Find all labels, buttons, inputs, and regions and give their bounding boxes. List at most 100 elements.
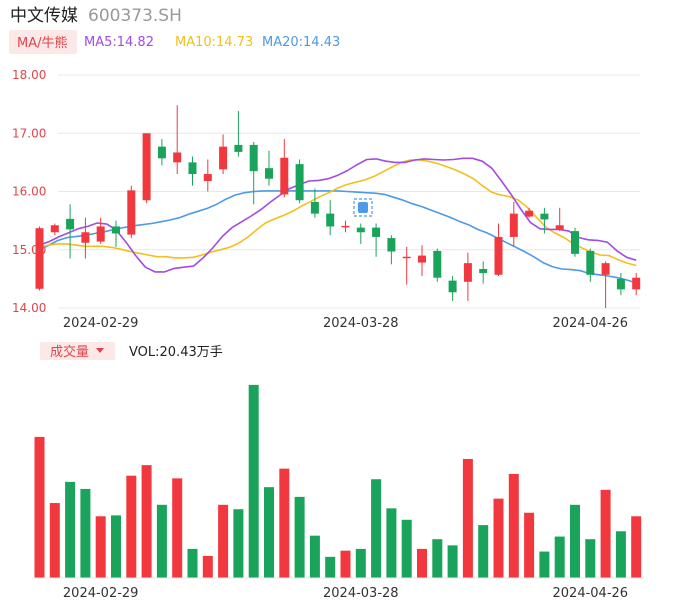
- candle[interactable]: [295, 159, 304, 204]
- volume-bar[interactable]: [432, 539, 443, 578]
- event-marker-frame: [353, 198, 373, 217]
- volume-bar[interactable]: [202, 555, 213, 578]
- volume-bar[interactable]: [401, 519, 412, 578]
- volume-bar[interactable]: [417, 548, 427, 578]
- volume-bar[interactable]: [462, 458, 473, 578]
- candle[interactable]: [341, 220, 350, 233]
- volume-bar[interactable]: [524, 512, 535, 578]
- volume-bar[interactable]: [248, 384, 259, 578]
- event-marker[interactable]: [353, 198, 373, 217]
- volume-bar[interactable]: [386, 508, 397, 578]
- volume-bar[interactable]: [172, 478, 183, 578]
- candle[interactable]: [525, 207, 534, 218]
- ma-lines: [39, 157, 637, 284]
- candle[interactable]: [142, 133, 151, 204]
- volume-bar[interactable]: [65, 481, 76, 578]
- volume-bar[interactable]: [218, 504, 229, 578]
- volume-bar[interactable]: [371, 479, 382, 578]
- candle[interactable]: [234, 111, 243, 157]
- volume-bar[interactable]: [294, 496, 305, 578]
- volume-bar[interactable]: [508, 473, 519, 578]
- volume-bar[interactable]: [493, 498, 504, 578]
- volume-bar[interactable]: [539, 551, 550, 578]
- candle-body: [295, 164, 304, 201]
- volume-bar[interactable]: [631, 516, 642, 578]
- volume-bar[interactable]: [126, 475, 137, 578]
- volume-bar[interactable]: [156, 504, 167, 578]
- candle[interactable]: [494, 223, 503, 276]
- candle-body: [509, 213, 518, 237]
- candle[interactable]: [555, 207, 564, 232]
- volume-indicator-selector[interactable]: 成交量: [40, 342, 115, 360]
- price-x-axis: 2024-02-29 2024-03-28 2024-04-26: [63, 316, 628, 331]
- volume-bar[interactable]: [279, 468, 290, 578]
- y-tick-label: 16.00: [12, 185, 46, 199]
- candle[interactable]: [509, 201, 518, 247]
- volume-bar[interactable]: [478, 525, 489, 578]
- candle[interactable]: [310, 188, 319, 218]
- volume-bar[interactable]: [80, 488, 91, 578]
- candle[interactable]: [387, 235, 396, 265]
- y-tick-label: 17.00: [12, 126, 46, 140]
- candle[interactable]: [479, 261, 488, 284]
- volume-bar[interactable]: [95, 516, 106, 578]
- candle[interactable]: [203, 159, 212, 192]
- candle[interactable]: [448, 275, 457, 302]
- candle-body: [112, 226, 120, 234]
- volume-bar[interactable]: [447, 545, 458, 578]
- volume-bar[interactable]: [49, 503, 60, 578]
- volume-bar[interactable]: [187, 548, 198, 578]
- candle-body: [463, 263, 472, 282]
- candle[interactable]: [35, 226, 44, 291]
- x-tick-label: 2024-03-28: [323, 316, 399, 331]
- volume-bar[interactable]: [340, 550, 351, 578]
- candle[interactable]: [402, 246, 411, 285]
- candle[interactable]: [96, 217, 105, 244]
- volume-bar[interactable]: [34, 436, 45, 578]
- candle[interactable]: [586, 248, 595, 282]
- volume-bar[interactable]: [264, 487, 274, 578]
- volume-value: VOL:20.43万手: [129, 345, 223, 360]
- candle[interactable]: [433, 248, 442, 282]
- candle[interactable]: [173, 105, 182, 175]
- candle-body: [219, 146, 228, 170]
- volume-bar[interactable]: [554, 536, 565, 578]
- candle[interactable]: [632, 273, 641, 296]
- volume-bar[interactable]: [615, 531, 626, 578]
- candle[interactable]: [571, 227, 579, 257]
- candle[interactable]: [219, 134, 228, 175]
- candle[interactable]: [601, 261, 610, 308]
- candle[interactable]: [616, 273, 625, 296]
- candle[interactable]: [326, 200, 335, 236]
- candle[interactable]: [157, 139, 166, 166]
- volume-tag-background: [40, 342, 115, 360]
- volume-bar[interactable]: [570, 504, 580, 578]
- volume-bar[interactable]: [600, 489, 611, 578]
- ma-indicator-selector[interactable]: MA/牛熊: [9, 30, 77, 54]
- candle[interactable]: [418, 245, 426, 276]
- candle[interactable]: [356, 223, 365, 244]
- x-tick-label: 2024-03-28: [323, 586, 399, 601]
- volume-bar[interactable]: [585, 539, 596, 578]
- candle[interactable]: [280, 139, 289, 198]
- volume-bar[interactable]: [141, 465, 152, 578]
- volume-bar[interactable]: [325, 556, 336, 578]
- candle[interactable]: [540, 207, 549, 234]
- candle[interactable]: [66, 204, 75, 259]
- volume-bar[interactable]: [111, 515, 121, 578]
- volume-bar[interactable]: [309, 535, 320, 578]
- candle-body: [387, 238, 396, 252]
- candle[interactable]: [188, 156, 197, 186]
- candle[interactable]: [463, 252, 472, 302]
- candle-body: [265, 168, 273, 179]
- candle[interactable]: [81, 217, 90, 259]
- candle[interactable]: [50, 223, 59, 236]
- candle[interactable]: [265, 150, 273, 186]
- candle[interactable]: [112, 220, 120, 247]
- candle-body: [188, 162, 197, 175]
- volume-bar[interactable]: [233, 509, 244, 578]
- candle[interactable]: [372, 223, 381, 257]
- volume-bar[interactable]: [355, 548, 366, 578]
- candle[interactable]: [127, 185, 136, 239]
- candle[interactable]: [249, 141, 258, 205]
